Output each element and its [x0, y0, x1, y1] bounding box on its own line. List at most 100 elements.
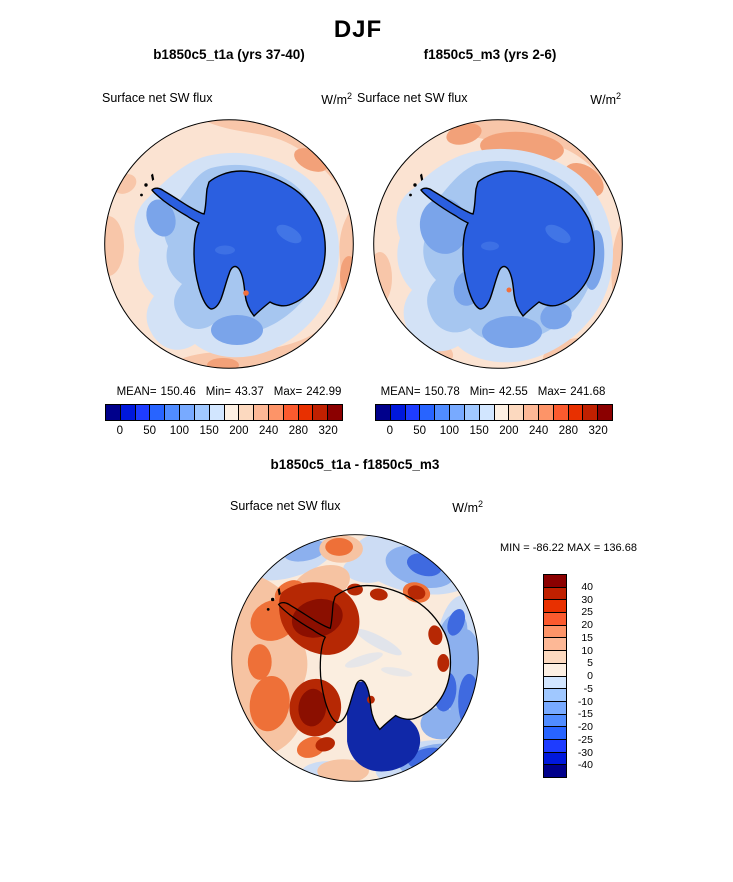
colorbar-cell — [119, 405, 135, 420]
colorbar-cell — [537, 405, 553, 420]
colorbar-cell — [179, 405, 194, 420]
colorbar-cell — [149, 405, 165, 420]
colorbar-tick-label: 50 — [413, 425, 427, 437]
map-b — [373, 119, 623, 369]
figure-title: DJF — [333, 16, 383, 43]
map-b-rim — [373, 119, 623, 369]
colorbar-cell — [164, 405, 180, 420]
colorbar-cell — [253, 405, 268, 420]
colorbar-cell — [134, 405, 150, 420]
colorbar-cell — [478, 405, 494, 420]
colorbar-tick-label: 150 — [469, 425, 489, 437]
colorbar-tick-label: -40 — [577, 759, 593, 772]
colorbar-a: 0 50 100 150 200 240 280 320 — [105, 404, 343, 448]
colorbar-cell — [493, 405, 509, 420]
diff-minmax: MIN = -86.22 MAX = 136.68 — [500, 542, 637, 554]
colorbar-cell — [297, 405, 313, 420]
colorbar-b-ticks: 0 50 100 150 200 240 280 320 — [375, 425, 613, 439]
colorbar-cell — [582, 405, 598, 420]
diff-field-label: Surface net SW flux — [230, 499, 341, 513]
colorbar-cell — [544, 751, 566, 765]
colorbar-tick-label: 240 — [529, 425, 549, 437]
colorbar-cell — [106, 405, 120, 420]
colorbar-diff-cells — [543, 574, 567, 778]
colorbar-cell — [223, 405, 239, 420]
map-diff — [231, 534, 479, 782]
colorbar-tick-label: 280 — [288, 425, 308, 437]
map-a-rim — [104, 119, 354, 369]
diff-field-row: Surface net SW flux W/m2 — [230, 499, 483, 515]
colorbar-tick-label: 25 — [581, 606, 593, 619]
map-a-contours — [104, 119, 354, 369]
colorbar-a-ticks: 0 50 100 150 200 240 280 320 — [105, 425, 343, 439]
colorbar-cell — [523, 405, 538, 420]
colorbar-tick-label: 10 — [581, 644, 593, 657]
panel-a-field-row: Surface net SW flux W/m2 — [102, 91, 352, 107]
colorbar-cell — [544, 700, 566, 714]
colorbar-cell — [449, 405, 464, 420]
panel-b-units-label: W/m2 — [590, 91, 621, 108]
panel-a-title: b1850c5_t1a (yrs 37-40) — [153, 47, 305, 62]
colorbar-cell — [552, 405, 568, 420]
map-a — [104, 119, 354, 369]
colorbar-tick-label: 0 — [116, 425, 124, 437]
colorbar-tick-label: -30 — [577, 746, 593, 759]
colorbar-cell — [544, 650, 566, 663]
colorbar-cell — [376, 405, 390, 420]
colorbar-cell — [434, 405, 450, 420]
map-diff-rim — [231, 534, 479, 782]
colorbar-cell — [389, 405, 405, 420]
panel-a-units-label: W/m2 — [321, 91, 352, 108]
colorbar-tick-label: 0 — [587, 670, 593, 682]
colorbar-cell — [193, 405, 209, 420]
colorbar-cell — [544, 624, 566, 638]
colorbar-b: 0 50 100 150 200 240 280 320 — [375, 404, 613, 448]
colorbar-tick-label: -10 — [577, 695, 593, 708]
colorbar-tick-label: -20 — [577, 721, 593, 733]
colorbar-cell — [567, 405, 583, 420]
colorbar-cell — [508, 405, 524, 420]
colorbar-tick-label: 280 — [558, 425, 578, 437]
colorbar-tick-label: 5 — [587, 657, 593, 670]
colorbar-cell — [544, 688, 566, 701]
colorbar-cell — [544, 612, 566, 625]
panel-b-field-row: Surface net SW flux W/m2 — [357, 91, 621, 107]
colorbar-tick-label: -25 — [577, 733, 593, 746]
colorbar-cell — [419, 405, 435, 420]
colorbar-cell — [544, 738, 566, 752]
colorbar-tick-label: 20 — [581, 619, 593, 631]
colorbar-cell — [282, 405, 298, 420]
colorbar-cell — [544, 637, 566, 651]
diff-title: b1850c5_t1a - f1850c5_m3 — [270, 457, 440, 472]
colorbar-tick-label: 320 — [318, 425, 338, 437]
colorbar-tick-label: 200 — [229, 425, 249, 437]
colorbar-cell — [544, 713, 566, 727]
colorbar-cell — [544, 764, 566, 777]
colorbar-tick-label: -5 — [583, 682, 593, 695]
colorbar-cell — [312, 405, 328, 420]
colorbar-cell — [544, 662, 566, 676]
panel-b-title: f1850c5_m3 (yrs 2-6) — [423, 47, 557, 62]
colorbar-cell — [544, 586, 566, 600]
colorbar-cell — [404, 405, 420, 420]
colorbar-cell — [544, 726, 566, 739]
colorbar-diff: 40 30 25 20 15 10 5 0 -5 -10 -15 -20 -25 -30 -40 — [543, 574, 603, 778]
panel-b-stats: MEAN= 150.78 Min= 42.55 Max= 241.68 — [380, 386, 606, 398]
colorbar-cell — [544, 675, 566, 689]
colorbar-tick-label: 240 — [259, 425, 279, 437]
colorbar-tick-label: 30 — [581, 593, 593, 606]
colorbar-tick-label: 40 — [581, 580, 593, 593]
diff-units-label: W/m2 — [452, 499, 483, 516]
colorbar-b-cells — [375, 404, 613, 421]
colorbar-tick-label: 100 — [439, 425, 459, 437]
panel-b-field-label: Surface net SW flux — [357, 91, 468, 105]
colorbar-diff-ticks: 40 30 25 20 15 10 5 0 -5 -10 -15 -20 -25 -30 -40 — [571, 574, 593, 778]
panel-a-field-label: Surface net SW flux — [102, 91, 213, 105]
colorbar-cell — [544, 599, 566, 613]
colorbar-tick-label: 0 — [386, 425, 394, 437]
colorbar-tick-label: 50 — [143, 425, 157, 437]
colorbar-tick-label: 100 — [169, 425, 189, 437]
colorbar-cell — [463, 405, 479, 420]
colorbar-cell — [327, 405, 342, 420]
